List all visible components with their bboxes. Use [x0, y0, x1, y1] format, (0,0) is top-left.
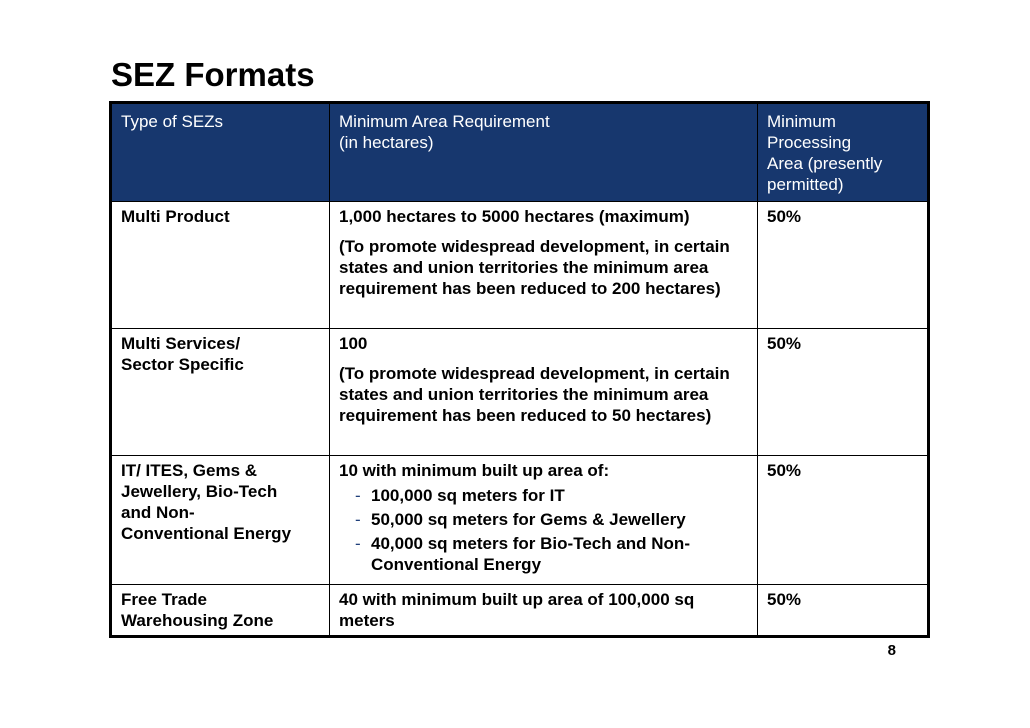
- cell-sez-type: Multi Product: [110, 201, 330, 329]
- header-minimum-processing-area: Minimum Processing Area (presently permi…: [757, 102, 929, 202]
- cell-sez-type: Free Trade Warehousing Zone: [110, 584, 330, 637]
- sez-type-text: Multi Services/: [121, 334, 241, 353]
- cell-area-requirement: 40 with minimum built up area of 100,000…: [329, 584, 758, 637]
- list-item: - 40,000 sq meters for Bio-Tech and Non-…: [339, 533, 749, 575]
- sez-type-text: Free Trade: [121, 590, 207, 609]
- cell-sez-type: IT/ ITES, Gems & Jewellery, Bio-Tech and…: [110, 455, 330, 585]
- header-processing-line: Area (presently: [767, 154, 883, 173]
- table-header-row: Type of SEZs Minimum Area Requirement (i…: [110, 102, 929, 202]
- processing-value: 50%: [767, 207, 802, 226]
- dash-bullet-icon: -: [355, 486, 361, 505]
- header-area-line: (in hectares): [339, 133, 434, 152]
- cell-sez-type: Multi Services/ Sector Specific: [110, 328, 330, 456]
- area-main-text: 100: [339, 334, 368, 353]
- sez-type-text: Sector Specific: [121, 355, 244, 374]
- area-main-text: 10 with minimum built up area of:: [339, 461, 610, 480]
- processing-value: 50%: [767, 590, 802, 609]
- area-main-text: 40 with minimum built up area of 100,000…: [339, 590, 695, 630]
- table-row: Multi Services/ Sector Specific 100 (To …: [110, 328, 929, 456]
- list-item-text: 50,000 sq meters for Gems & Jewellery: [371, 510, 686, 529]
- header-processing-line: permitted): [767, 175, 844, 194]
- table-header: Type of SEZs Minimum Area Requirement (i…: [110, 102, 929, 202]
- sez-type-text: Multi Product: [121, 207, 230, 226]
- header-processing-line: Minimum: [767, 112, 836, 131]
- list-item: - 100,000 sq meters for IT: [339, 485, 749, 506]
- sez-type-text: Conventional Energy: [121, 524, 292, 543]
- cell-processing-area: 50%: [757, 584, 929, 637]
- built-up-area-list: - 100,000 sq meters for IT - 50,000 sq m…: [339, 485, 749, 575]
- slide-title: SEZ Formats: [111, 56, 315, 93]
- sez-type-text: Warehousing Zone: [121, 611, 274, 630]
- area-note-text: (To promote widespread development, in c…: [339, 364, 730, 425]
- area-note-text: (To promote widespread development, in c…: [339, 237, 730, 298]
- header-area-line: Minimum Area Requirement: [339, 112, 550, 131]
- cell-area-requirement: 100 (To promote widespread development, …: [329, 328, 758, 456]
- cell-area-requirement: 1,000 hectares to 5000 hectares (maximum…: [329, 201, 758, 329]
- cell-area-requirement: 10 with minimum built up area of: - 100,…: [329, 455, 758, 585]
- header-minimum-area: Minimum Area Requirement (in hectares): [329, 102, 758, 202]
- list-item-text: 40,000 sq meters for Bio-Tech and Non-Co…: [371, 534, 690, 574]
- sez-type-text: IT/ ITES, Gems &: [121, 461, 258, 480]
- sez-type-text: Jewellery, Bio-Tech: [121, 482, 278, 501]
- table-row: Free Trade Warehousing Zone 40 with mini…: [110, 584, 929, 637]
- dash-bullet-icon: -: [355, 510, 361, 529]
- header-type-of-sezs: Type of SEZs: [110, 102, 330, 202]
- sez-type-text: and Non-: [121, 503, 195, 522]
- sez-formats-table: Type of SEZs Minimum Area Requirement (i…: [109, 101, 930, 638]
- header-type-label: Type of SEZs: [121, 112, 224, 131]
- list-item: - 50,000 sq meters for Gems & Jewellery: [339, 509, 749, 530]
- table-row: Multi Product 1,000 hectares to 5000 hec…: [110, 201, 929, 329]
- dash-bullet-icon: -: [355, 534, 361, 553]
- processing-value: 50%: [767, 461, 802, 480]
- header-processing-line: Processing: [767, 133, 852, 152]
- page-number: 8: [887, 642, 896, 659]
- processing-value: 50%: [767, 334, 802, 353]
- cell-processing-area: 50%: [757, 201, 929, 329]
- table-row: IT/ ITES, Gems & Jewellery, Bio-Tech and…: [110, 455, 929, 585]
- cell-processing-area: 50%: [757, 455, 929, 585]
- list-item-text: 100,000 sq meters for IT: [371, 486, 565, 505]
- cell-processing-area: 50%: [757, 328, 929, 456]
- area-main-text: 1,000 hectares to 5000 hectares (maximum…: [339, 207, 690, 226]
